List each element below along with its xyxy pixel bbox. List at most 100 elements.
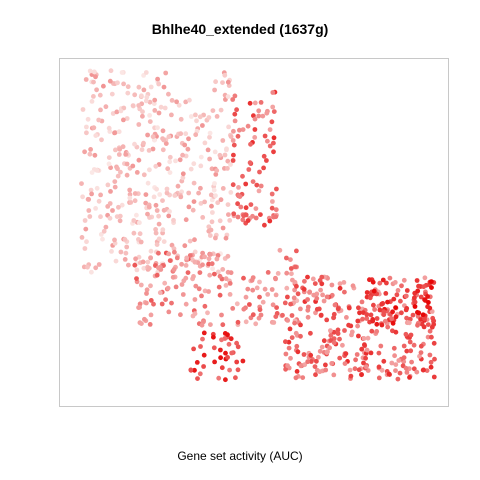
cell-point <box>408 332 414 338</box>
cell-point <box>403 293 409 299</box>
cell-point <box>407 339 413 345</box>
cell-point <box>212 271 217 277</box>
cell-point <box>143 98 149 104</box>
cell-point <box>132 198 138 204</box>
cell-point <box>127 187 133 193</box>
cell-point <box>115 173 121 179</box>
cell-point <box>179 282 185 287</box>
cell-point <box>420 367 426 373</box>
cell-point <box>431 340 437 346</box>
cell-point <box>213 172 219 177</box>
cell-point <box>119 70 125 75</box>
cell-point <box>160 147 166 153</box>
cell-point <box>237 194 243 200</box>
cell-point <box>331 311 337 317</box>
cell-point <box>262 133 268 139</box>
cell-point <box>274 305 279 310</box>
cell-point <box>410 312 416 318</box>
cell-point <box>207 134 212 140</box>
cell-point <box>206 256 212 262</box>
cell-point <box>88 147 93 152</box>
cell-point <box>136 157 142 163</box>
cell-point <box>216 375 222 381</box>
cell-point <box>109 91 115 97</box>
cell-point <box>317 348 323 354</box>
cell-point <box>108 68 114 74</box>
cell-point <box>134 267 140 273</box>
cell-point <box>134 276 139 281</box>
cell-point <box>429 279 434 284</box>
cell-point <box>187 238 193 244</box>
cell-point <box>241 275 246 281</box>
cell-point <box>96 198 102 204</box>
cell-point <box>201 364 207 369</box>
cell-point <box>155 76 161 82</box>
cell-point <box>230 97 236 102</box>
cell-point <box>292 320 297 326</box>
cell-point <box>327 345 332 351</box>
cell-point <box>178 131 184 137</box>
cell-point <box>188 114 194 119</box>
cell-point <box>220 138 226 143</box>
cell-point <box>208 227 214 233</box>
cell-point <box>230 138 236 143</box>
cell-point <box>93 265 99 271</box>
cell-point <box>342 361 348 366</box>
cell-point <box>300 375 306 380</box>
cell-point <box>324 294 330 300</box>
cell-point <box>415 288 421 294</box>
cell-point <box>199 293 204 299</box>
cell-point <box>376 350 382 356</box>
cell-point <box>197 371 203 377</box>
cell-point <box>250 287 256 293</box>
cell-point <box>141 265 147 271</box>
cell-point <box>294 369 300 374</box>
cell-point <box>148 84 154 90</box>
cell-point <box>337 336 342 342</box>
cell-point <box>138 239 144 245</box>
cell-point <box>243 319 249 325</box>
cell-point <box>82 218 88 223</box>
cell-point <box>290 277 295 283</box>
cell-point <box>404 348 410 354</box>
cell-point <box>163 141 169 147</box>
cell-point <box>211 334 216 340</box>
cell-point <box>412 299 418 305</box>
cell-point <box>381 312 387 318</box>
cell-point <box>372 307 377 312</box>
cell-point <box>254 285 260 291</box>
cell-point <box>285 318 291 323</box>
cell-point <box>393 305 398 310</box>
cell-point <box>225 202 231 208</box>
cell-point <box>227 367 233 373</box>
cell-point <box>222 152 228 158</box>
cell-point <box>174 99 180 105</box>
cell-point <box>270 90 276 95</box>
cell-point <box>144 287 150 293</box>
cell-point <box>389 316 395 322</box>
cell-point <box>427 305 433 311</box>
cell-point <box>349 332 354 338</box>
cell-point <box>188 367 194 373</box>
cell-point <box>393 329 399 335</box>
cell-point <box>186 136 191 142</box>
cell-point <box>271 135 277 141</box>
cell-point <box>167 170 173 176</box>
cell-point <box>110 208 115 213</box>
cell-point <box>241 306 247 312</box>
cell-point <box>200 262 205 268</box>
cell-point <box>227 281 233 286</box>
cell-point <box>207 272 213 278</box>
cell-point <box>154 186 160 192</box>
cell-point <box>331 340 337 346</box>
cell-point <box>217 292 223 298</box>
cell-point <box>191 180 197 186</box>
cell-point <box>160 227 166 233</box>
cell-point <box>356 333 361 339</box>
cell-point <box>193 132 199 138</box>
cell-point <box>114 109 120 115</box>
cell-point <box>202 199 208 205</box>
cell-point <box>258 100 264 105</box>
cell-point <box>374 316 380 321</box>
cell-point <box>131 218 137 223</box>
